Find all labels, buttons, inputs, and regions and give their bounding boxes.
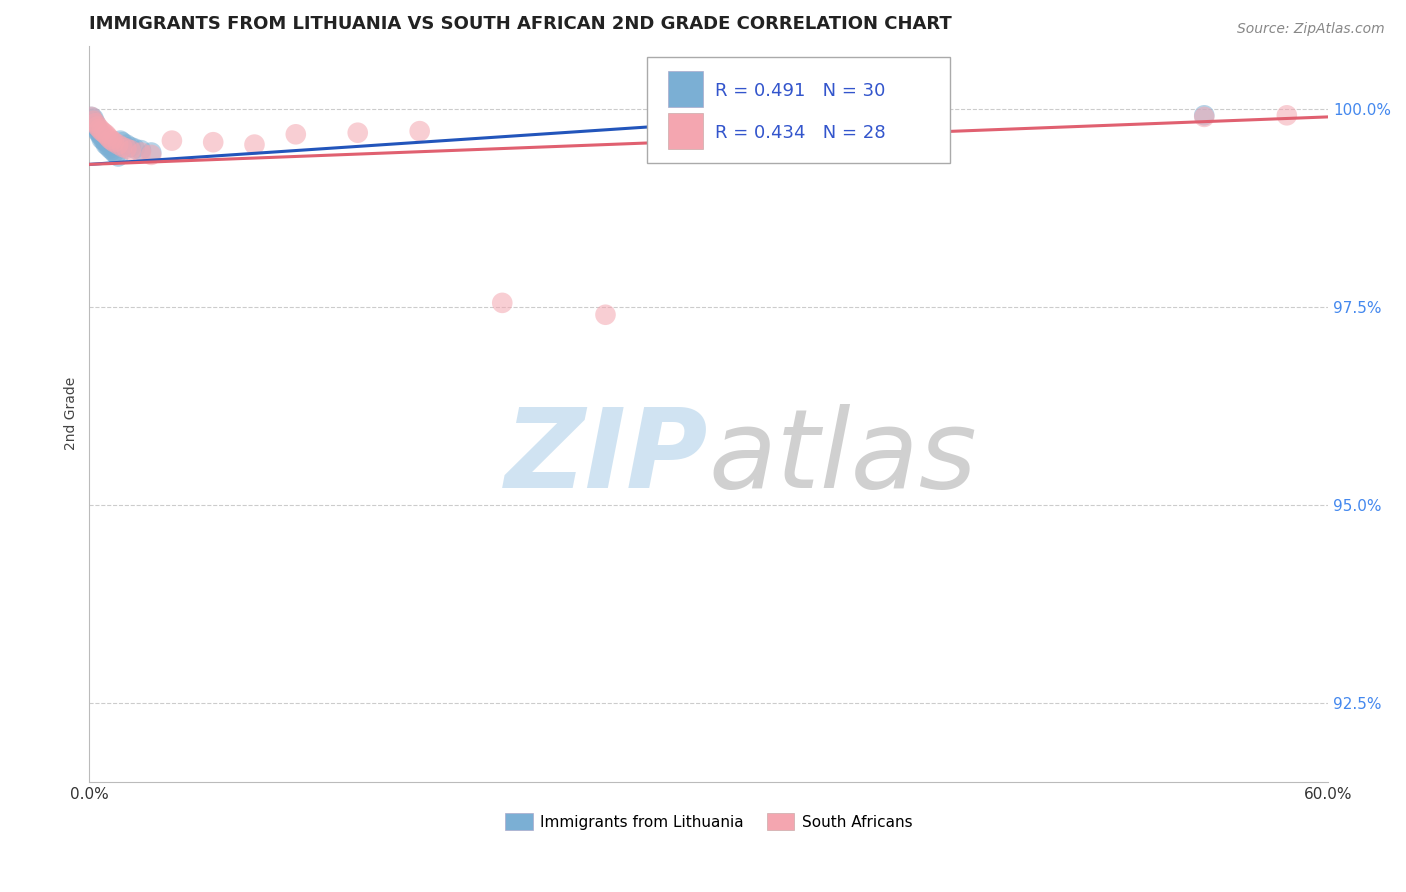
Point <box>120 140 142 154</box>
Point <box>1194 110 1216 124</box>
Point <box>110 134 132 148</box>
Point <box>124 142 146 156</box>
Point <box>120 143 142 157</box>
Point <box>84 120 107 134</box>
Point <box>243 137 266 152</box>
Text: R = 0.434   N = 28: R = 0.434 N = 28 <box>714 123 886 142</box>
Point <box>89 121 111 136</box>
Bar <box>668 113 703 149</box>
Point <box>111 135 134 149</box>
Point <box>82 112 104 126</box>
Point <box>160 134 183 148</box>
Point <box>86 121 108 136</box>
Point <box>90 129 112 144</box>
Point <box>97 129 120 144</box>
Point <box>115 142 138 156</box>
Point <box>105 147 128 161</box>
Point <box>90 124 112 138</box>
Point <box>103 135 125 149</box>
Point <box>284 128 307 142</box>
Point <box>111 140 134 154</box>
Point <box>346 126 368 140</box>
Point <box>84 116 107 130</box>
Point <box>103 145 125 160</box>
Point <box>129 145 152 160</box>
Point <box>101 134 124 148</box>
Point <box>82 113 104 128</box>
Point <box>107 149 129 163</box>
Point <box>94 128 117 142</box>
Point <box>80 110 103 124</box>
Point <box>1194 108 1216 122</box>
Point <box>98 132 121 146</box>
Point <box>89 126 111 140</box>
Point <box>90 132 112 146</box>
Point <box>97 139 120 153</box>
Point <box>84 116 107 130</box>
Point <box>80 110 103 124</box>
Point <box>101 143 124 157</box>
Point <box>89 128 111 142</box>
Point <box>595 308 617 322</box>
FancyBboxPatch shape <box>647 57 950 163</box>
Bar <box>668 71 703 107</box>
Point <box>107 137 129 152</box>
Point <box>738 113 761 128</box>
Point <box>93 134 115 148</box>
Point <box>491 296 513 310</box>
Text: IMMIGRANTS FROM LITHUANIA VS SOUTH AFRICAN 2ND GRADE CORRELATION CHART: IMMIGRANTS FROM LITHUANIA VS SOUTH AFRIC… <box>90 15 952 33</box>
Text: Source: ZipAtlas.com: Source: ZipAtlas.com <box>1237 22 1385 37</box>
Point <box>115 137 138 152</box>
Point <box>821 112 844 126</box>
Legend: Immigrants from Lithuania, South Africans: Immigrants from Lithuania, South African… <box>499 806 918 837</box>
Point <box>98 142 121 156</box>
Text: atlas: atlas <box>709 404 977 511</box>
Point <box>202 135 225 149</box>
Point <box>94 137 117 152</box>
Point <box>141 145 163 160</box>
Point <box>129 143 152 157</box>
Point <box>86 120 108 134</box>
Point <box>141 148 163 162</box>
Point <box>93 126 115 140</box>
Y-axis label: 2nd Grade: 2nd Grade <box>65 377 79 450</box>
Text: ZIP: ZIP <box>505 404 709 511</box>
Text: R = 0.491   N = 30: R = 0.491 N = 30 <box>714 81 886 100</box>
Point <box>94 135 117 149</box>
Point <box>86 124 108 138</box>
Point <box>408 124 430 138</box>
Point <box>1275 108 1298 122</box>
Point <box>82 113 104 128</box>
